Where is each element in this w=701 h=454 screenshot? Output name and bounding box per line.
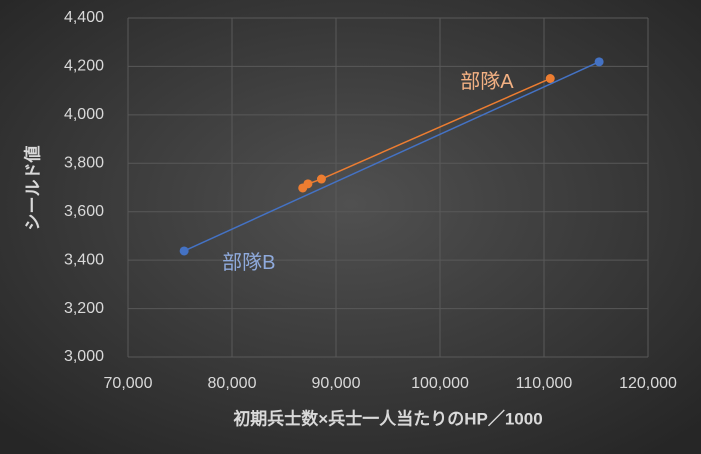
- x-tick-label: 90,000: [312, 375, 361, 392]
- y-tick-label: 3,600: [64, 203, 104, 220]
- data-point: [594, 57, 604, 67]
- data-point: [316, 174, 326, 184]
- y-tick-label: 4,400: [64, 9, 104, 26]
- x-tick-label: 110,000: [516, 375, 573, 392]
- y-tick-label: 3,200: [64, 300, 104, 317]
- x-tick-label: 100,000: [411, 375, 469, 392]
- series-line: [183, 61, 600, 252]
- data-point: [179, 246, 189, 256]
- x-tick-label: 80,000: [208, 375, 257, 392]
- y-tick-label: 3,400: [64, 251, 104, 268]
- y-tick-label: 4,000: [64, 106, 104, 123]
- data-point: [303, 179, 313, 189]
- y-tick-label: 3,800: [64, 155, 104, 172]
- data-point: [545, 74, 555, 84]
- x-axis-title: 初期兵士数×兵士一人当たりのHP／1000: [233, 408, 542, 428]
- series-label: 部隊A: [460, 70, 514, 93]
- y-tick-label: 4,200: [64, 58, 104, 75]
- y-axis-title: シールド値: [22, 146, 42, 231]
- x-tick-label: 120,000: [619, 375, 677, 392]
- series-label: 部隊B: [222, 251, 275, 274]
- x-tick-label: 70,000: [104, 375, 153, 392]
- y-tick-label: 3,000: [64, 348, 104, 365]
